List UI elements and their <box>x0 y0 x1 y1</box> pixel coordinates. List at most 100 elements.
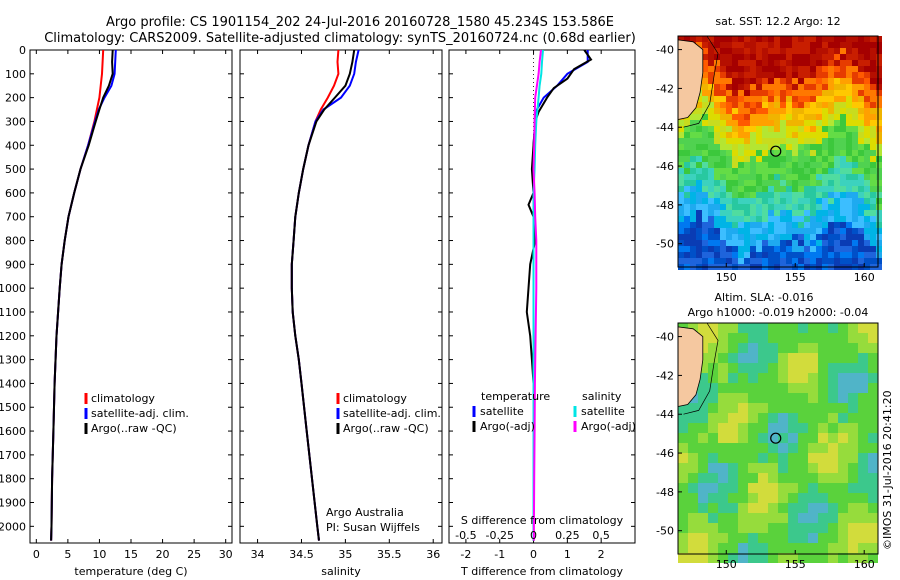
sst-map-cell <box>762 120 768 126</box>
sla-map-cell <box>738 453 748 463</box>
sla-map-cell <box>818 333 828 343</box>
sla-map-cell <box>798 413 808 423</box>
y-tick-label: 1000 <box>0 282 26 295</box>
sst-map-cell <box>690 216 696 222</box>
sst-map-cell <box>702 162 708 168</box>
sla-map-cell <box>708 473 718 483</box>
sla-map-cell <box>748 463 758 473</box>
sst-map-cell <box>738 114 744 120</box>
sst-map-cell <box>684 210 690 216</box>
tasmania-landmass <box>677 39 704 120</box>
sla-map-cell <box>738 403 748 413</box>
shelf-contour <box>683 322 719 415</box>
sla-map-cell <box>738 463 748 473</box>
sst-map-cell <box>804 198 810 204</box>
sst-map-cell <box>804 132 810 138</box>
sst-map-cell <box>876 240 882 246</box>
sst-map-cell <box>822 162 828 168</box>
sst-map-cell <box>708 84 714 90</box>
sla-map-cell <box>728 463 738 473</box>
sst-map-cell <box>864 114 870 120</box>
sst-map-cell <box>876 156 882 162</box>
sla-map-cell <box>848 523 858 533</box>
sst-map-cell <box>786 222 792 228</box>
sst-map-cell <box>726 48 732 54</box>
x-axis-label: temperature (deg C) <box>74 565 187 578</box>
sla-map-cell <box>678 453 688 463</box>
sst-map-cell <box>702 60 708 66</box>
sst-map-cell <box>864 168 870 174</box>
sla-map-cell <box>818 543 828 553</box>
sla-map-cell <box>768 393 778 403</box>
sst-map-cell <box>810 246 816 252</box>
sla-map-cell <box>838 513 848 523</box>
sst-map-cell <box>738 192 744 198</box>
sst-map-cell <box>726 66 732 72</box>
x-tick-label-top: 0.25 <box>555 529 580 542</box>
sst-map-cell <box>690 174 696 180</box>
sla-map-cell <box>818 493 828 503</box>
sst-map-cell <box>858 186 864 192</box>
sst-map-cell <box>768 168 774 174</box>
sst-map-cell <box>762 162 768 168</box>
sst-map-cell <box>864 150 870 156</box>
sst-map-cell <box>822 186 828 192</box>
sst-map-cell <box>726 114 732 120</box>
sst-map-cell <box>816 210 822 216</box>
sst-map-cell <box>828 198 834 204</box>
sst-map-cell <box>828 114 834 120</box>
sst-map-cell <box>744 72 750 78</box>
sst-map-cell <box>816 150 822 156</box>
sst-map-cell <box>708 162 714 168</box>
sst-map-cell <box>684 150 690 156</box>
sst-map-cell <box>828 216 834 222</box>
sst-map-cell <box>840 222 846 228</box>
sst-map-cell <box>822 150 828 156</box>
sla-map-cell <box>698 323 708 333</box>
sst-map-cell <box>804 54 810 60</box>
sst-map-cell <box>792 204 798 210</box>
sla-map-cell <box>678 513 688 523</box>
sst-map-cell <box>756 204 762 210</box>
sst-map-cell <box>804 156 810 162</box>
sst-map-cell <box>852 36 858 42</box>
sst-map-cell <box>822 60 828 66</box>
sst-map-cell <box>792 78 798 84</box>
sla-map-cell <box>788 433 798 443</box>
sla-map-cell <box>778 343 788 353</box>
sst-map-cell <box>690 198 696 204</box>
sla-map-cell <box>748 413 758 423</box>
sla-map-cell <box>848 333 858 343</box>
sst-map-cell <box>858 72 864 78</box>
sst-map-cell <box>798 138 804 144</box>
sst-map-cell <box>846 216 852 222</box>
sst-map-cell <box>816 54 822 60</box>
sst-map-cell <box>822 252 828 258</box>
sla-map-cell <box>808 443 818 453</box>
sst-map-cell <box>738 126 744 132</box>
sla-map-cell <box>848 413 858 423</box>
sla-map-cell <box>678 523 688 533</box>
sst-map-cell <box>804 204 810 210</box>
sst-map-cell <box>744 114 750 120</box>
sst-map-cell <box>852 66 858 72</box>
sla-map-cell <box>858 343 868 353</box>
sst-map-cell <box>708 228 714 234</box>
sla-map-cell <box>758 343 768 353</box>
sst-map-cell <box>768 114 774 120</box>
sla-map-cell <box>858 363 868 373</box>
sst-map-cell <box>852 96 858 102</box>
sst-map-cell <box>858 168 864 174</box>
sla-map-cell <box>748 523 758 533</box>
sst-map-cell <box>786 228 792 234</box>
sst-map-cell <box>870 120 876 126</box>
sst-map-cell <box>678 168 684 174</box>
sst-map-cell <box>846 198 852 204</box>
sst-map-cell <box>810 108 816 114</box>
sst-map-cell <box>804 48 810 54</box>
sla-map-cell <box>838 523 848 533</box>
sst-map-cell <box>828 126 834 132</box>
sst-map-cell <box>858 150 864 156</box>
sla-map-cell <box>768 483 778 493</box>
sst-map-cell <box>702 240 708 246</box>
